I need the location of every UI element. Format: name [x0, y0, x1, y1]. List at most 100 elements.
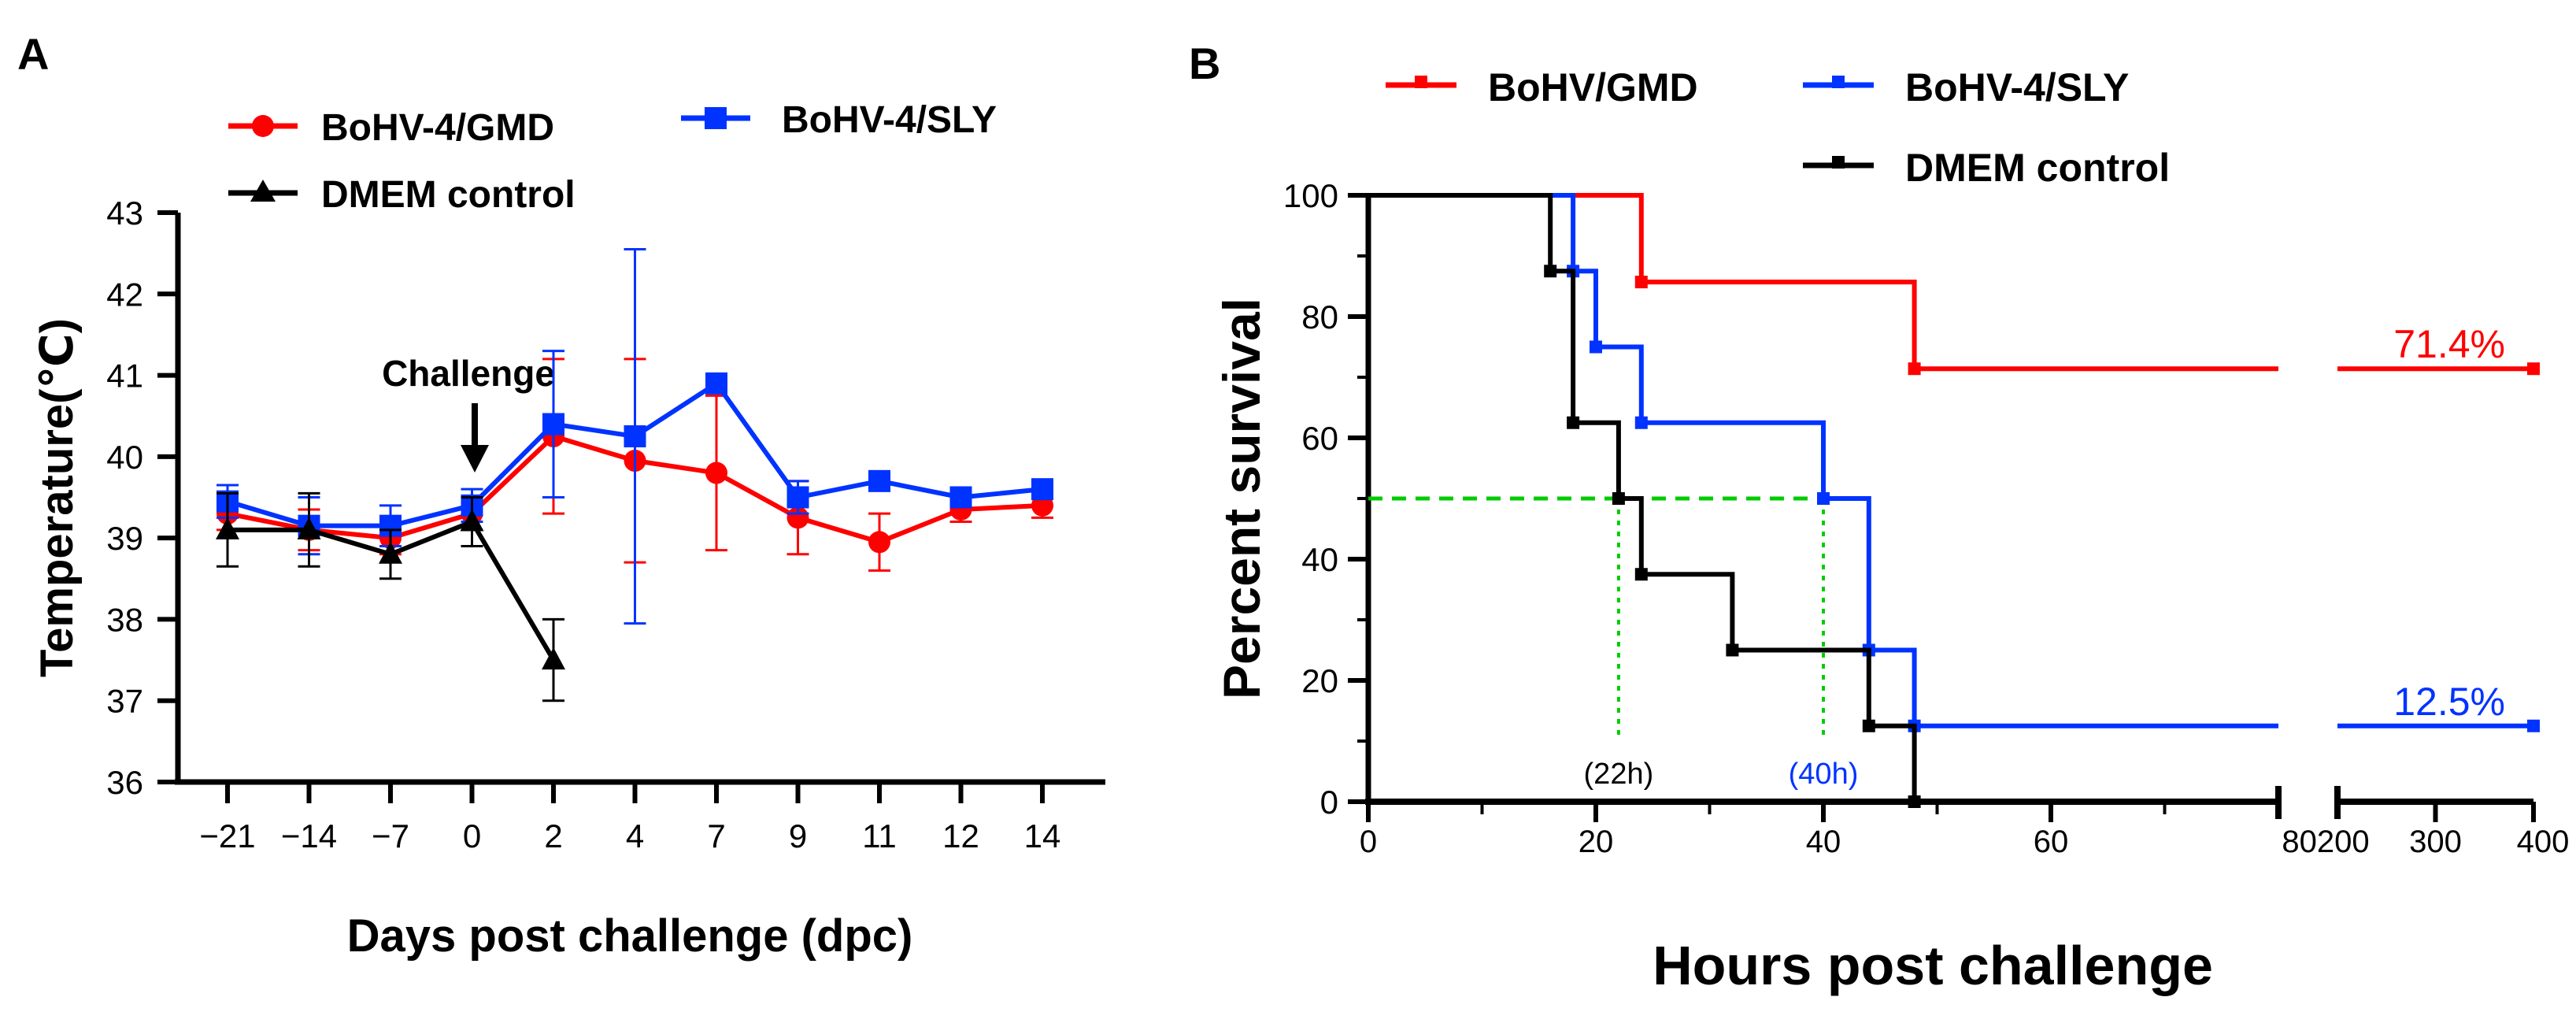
a-x-ticks: −21 −14 −7 0 2 4 7 9 11 12 14 [199, 782, 1060, 854]
a-point [624, 425, 646, 448]
b-censor-mark [1567, 416, 1580, 429]
b-median-label: (22h) [1584, 758, 1654, 791]
b-series-2 [1368, 193, 1921, 808]
a-x-tick-label: −14 [281, 817, 337, 854]
b-y-tick-label: 0 [1320, 784, 1338, 821]
legend-a-item-gmd: BoHV-4/GMD [228, 107, 554, 149]
a-point [705, 461, 727, 484]
a-point [786, 506, 809, 529]
b-censor-mark [1634, 416, 1648, 429]
b-median-label: (40h) [1789, 758, 1859, 791]
x-axis-label-a: Days post challenge (dpc) [347, 910, 913, 962]
a-x-tick-label: 11 [862, 817, 897, 854]
a-series [216, 247, 1053, 702]
a-point [379, 541, 402, 564]
a-y-tick-label: 37 [106, 683, 143, 720]
b-censor-mark [1634, 276, 1648, 289]
a-y-tick-label: 36 [106, 764, 143, 801]
legend-a: BoHV-4/GMD BoHV-4/SLY DMEM control [228, 99, 997, 216]
a-point [949, 486, 972, 509]
a-y-tick-label: 40 [106, 439, 143, 476]
a-x-tick-label: 9 [789, 817, 807, 854]
challenge-annotation: Challenge [382, 353, 555, 473]
b-censor-mark [1634, 568, 1648, 581]
a-y-tick-label: 41 [106, 358, 143, 395]
b-series-0: 71.4% [1368, 193, 2540, 376]
axes-b: 0 20 40 60 80 100 0 20 40 60 300 400 80200 [1283, 177, 2569, 859]
b-final-label: 12.5% [2393, 680, 2505, 724]
a-y-tick-label: 38 [106, 601, 143, 638]
challenge-arrow-icon [461, 445, 489, 473]
a-y-tick-label: 39 [106, 520, 143, 557]
b-censor-mark [1590, 340, 1602, 354]
b-y-tick-label: 80 [1301, 298, 1338, 335]
b-median-guides: (22h) (40h) [1368, 496, 1859, 791]
legend-b-item-gmd: BoHV/GMD [1386, 65, 1698, 109]
a-y-ticks: 36 37 38 39 40 41 42 43 [106, 195, 178, 801]
b-y-ticks: 0 20 40 60 80 100 [1283, 177, 1368, 821]
a-point [216, 517, 239, 539]
x-axis-label-b: Hours post challenge [1653, 935, 2213, 996]
b-censor-mark [2527, 362, 2540, 376]
legend-a-item-sly: BoHV-4/SLY [681, 99, 997, 141]
a-point [542, 413, 564, 436]
b-x-tick-label: 400 [2517, 825, 2570, 859]
b-survival-line [1368, 193, 1917, 802]
b-survival-line [1368, 193, 2278, 372]
legend-b-label-dmem: DMEM control [1905, 146, 2170, 190]
a-point [297, 517, 321, 539]
b-censor-mark [1544, 265, 1557, 278]
a-point [786, 486, 809, 509]
a-y-tick-label: 42 [106, 276, 143, 313]
legend-b: BoHV/GMD BoHV-4/SLY DMEM control [1386, 65, 2170, 190]
b-censor-mark [1908, 362, 1921, 376]
a-series-1 [217, 247, 1053, 625]
b-x-tick-label: 40 [1806, 825, 1841, 859]
b-x-tick-break-label: 80200 [2282, 825, 2369, 859]
legend-a-item-dmem: DMEM control [228, 174, 576, 216]
legend-b-item-dmem: DMEM control [1803, 146, 2170, 190]
b-censor-mark [2527, 719, 2540, 732]
y-axis-label-b: Percent survival [1212, 298, 1271, 699]
legend-b-label-gmd: BoHV/GMD [1488, 65, 1698, 109]
challenge-label: Challenge [382, 353, 555, 394]
a-point [868, 469, 890, 492]
b-y-tick-label: 40 [1301, 541, 1338, 578]
b-x-tick-label: 20 [1579, 825, 1614, 859]
b-x-ticks: 0 20 40 60 300 400 [1360, 786, 2570, 859]
panel-a: A BoHV-4/GMD BoHV-4/SLY DMEM control [17, 29, 1105, 962]
a-point [868, 531, 890, 554]
b-censor-mark [1817, 492, 1830, 505]
a-series-2 [216, 491, 565, 702]
b-x-tick-label: 300 [2409, 825, 2462, 859]
b-censor-mark [1862, 719, 1875, 732]
b-series: 71.4% 12.5% [1368, 193, 2540, 808]
a-x-tick-label: 4 [626, 817, 644, 854]
a-x-tick-label: 7 [707, 817, 725, 854]
b-y-tick-label: 100 [1283, 177, 1338, 214]
legend-a-label-dmem: DMEM control [321, 174, 576, 216]
legend-a-label-gmd: BoHV-4/GMD [321, 107, 554, 149]
axes-a: 36 37 38 39 40 41 42 43 −21 −14 −7 0 2 4 7 9 11 12 14 [106, 195, 1105, 854]
a-x-tick-label: 2 [544, 817, 562, 854]
b-y-tick-label: 20 [1301, 662, 1338, 699]
a-point [460, 509, 484, 532]
a-x-tick-label: 12 [942, 817, 979, 854]
a-y-tick-label: 43 [106, 195, 143, 232]
y-axis-label-a: Temperature(℃) [31, 318, 83, 677]
legend-b-item-sly: BoHV-4/SLY [1803, 65, 2129, 109]
panel-a-label: A [17, 29, 49, 79]
legend-b-label-sly: BoHV-4/SLY [1905, 65, 2129, 109]
a-point [542, 647, 565, 670]
a-x-tick-label: 0 [463, 817, 481, 854]
panel-b: B BoHV/GMD BoHV-4/SLY DMEM control [1189, 39, 2569, 996]
b-censor-mark [1908, 795, 1921, 808]
b-x-tick-label: 0 [1360, 825, 1377, 859]
legend-a-label-sly: BoHV-4/SLY [782, 99, 997, 141]
panel-b-label: B [1189, 39, 1220, 88]
a-x-tick-label: 14 [1024, 817, 1061, 854]
b-censor-mark [1726, 643, 1739, 657]
b-x-tick-label: 60 [2034, 825, 2069, 859]
b-censor-mark [1612, 492, 1625, 505]
